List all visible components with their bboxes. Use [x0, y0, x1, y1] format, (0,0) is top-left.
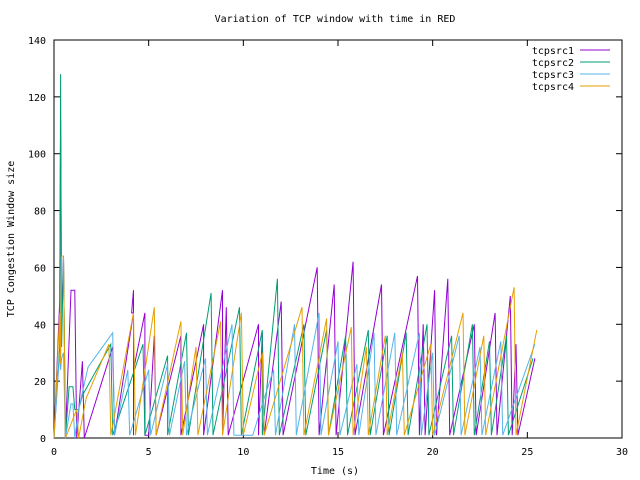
y-axis-label: TCP Congestion Window size: [6, 161, 17, 318]
x-tick-label: 15: [332, 447, 344, 458]
x-tick-label: 25: [521, 447, 533, 458]
y-tick-label: 100: [28, 150, 46, 161]
series-line-tcpsrc4: [53, 255, 538, 439]
x-tick-label: 20: [427, 447, 439, 458]
y-tick-label: 0: [40, 434, 46, 445]
x-tick-label: 0: [51, 447, 57, 458]
series-layer: [53, 74, 538, 439]
x-tick-label: 10: [237, 447, 249, 458]
y-tick-label: 60: [34, 263, 46, 274]
x-tick-label: 5: [146, 447, 152, 458]
chart-title: Variation of TCP window with time in RED: [215, 14, 456, 25]
series-line-tcpsrc1: [53, 119, 536, 439]
series-line-tcpsrc2: [53, 74, 534, 439]
x-axis-label: Time (s): [311, 466, 359, 477]
y-tick-label: 140: [28, 36, 46, 47]
y-tick-label: 120: [28, 93, 46, 104]
y-tick-label: 80: [34, 207, 46, 218]
y-axis: 0 20 40 60 80 100 120 140: [28, 36, 622, 445]
legend-label-tcpsrc1: tcpsrc1: [532, 46, 574, 57]
x-tick-label: 30: [616, 447, 628, 458]
y-tick-label: 40: [34, 320, 46, 331]
y-tick-label: 20: [34, 377, 46, 388]
legend-label-tcpsrc3: tcpsrc3: [532, 70, 574, 81]
legend-label-tcpsrc2: tcpsrc2: [532, 58, 574, 69]
legend-label-tcpsrc4: tcpsrc4: [532, 82, 574, 93]
